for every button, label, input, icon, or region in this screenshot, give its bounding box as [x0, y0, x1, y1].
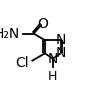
Text: Cl: Cl [15, 56, 28, 70]
Text: H: H [48, 70, 57, 83]
Text: N: N [56, 46, 66, 60]
Text: H₂N: H₂N [0, 27, 20, 41]
Text: N: N [48, 52, 58, 66]
Text: O: O [37, 17, 48, 31]
Text: N: N [56, 33, 66, 47]
